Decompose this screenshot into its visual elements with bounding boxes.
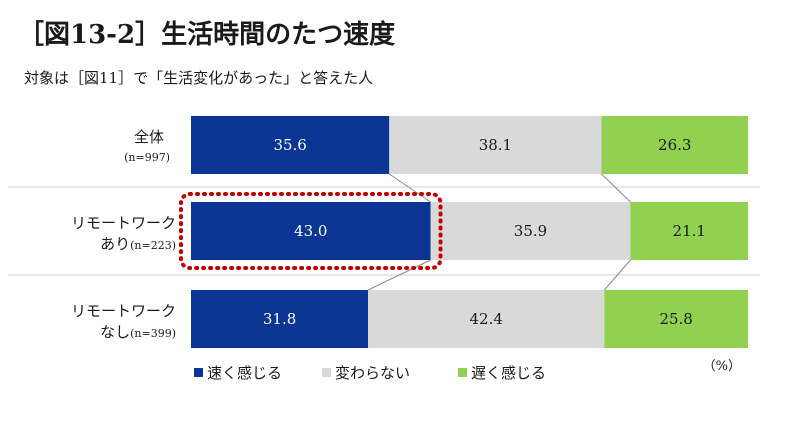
bar-segment xyxy=(368,290,605,348)
category-label-sub: あり xyxy=(100,235,130,253)
legend-label: 変わらない xyxy=(335,364,410,382)
category-n: (n=399) xyxy=(130,327,176,340)
bar-segment xyxy=(630,202,748,260)
unit-label: （%） xyxy=(703,359,741,374)
chart-title: ［図13-2］生活時間のたつ速度 xyxy=(18,20,396,50)
legend-swatch xyxy=(322,368,331,377)
category-label-line2: あり(n=223) xyxy=(100,235,176,253)
category-n: (n=223) xyxy=(130,239,176,252)
connector-line xyxy=(367,259,431,291)
data-label: 43.0 xyxy=(294,222,327,240)
category-label-line2: なし(n=399) xyxy=(100,323,176,341)
bar-segment xyxy=(191,116,390,174)
connector-line xyxy=(603,259,631,291)
legend-swatch xyxy=(194,368,203,377)
bar-segment xyxy=(191,202,431,260)
chart-subtitle: 対象は［図11］で「生活変化があった」と答えた人 xyxy=(24,69,374,87)
bar-segment xyxy=(389,116,602,174)
bar-segment xyxy=(430,202,631,260)
connector-line xyxy=(389,173,431,203)
bar-segment xyxy=(601,116,748,174)
data-label: 21.1 xyxy=(673,222,706,240)
data-label: 26.3 xyxy=(658,136,691,154)
data-label: 35.6 xyxy=(273,136,306,154)
data-label: 38.1 xyxy=(479,136,512,154)
connector-line xyxy=(601,173,631,203)
category-label: 全体 xyxy=(134,128,164,146)
data-label: 31.8 xyxy=(263,310,296,328)
data-label: 25.8 xyxy=(659,310,692,328)
bar-segment xyxy=(604,290,748,348)
bar-segment xyxy=(191,290,369,348)
category-label-sub: なし xyxy=(100,323,130,341)
legend-label: 遅く感じる xyxy=(471,364,546,382)
legend-label: 速く感じる xyxy=(207,364,282,382)
highlight-box xyxy=(179,192,443,270)
data-label: 42.4 xyxy=(470,310,503,328)
data-label: 35.9 xyxy=(514,222,547,240)
legend-swatch xyxy=(458,368,467,377)
category-n: (n=997) xyxy=(124,151,170,164)
category-label: リモートワーク xyxy=(71,214,176,232)
category-label: リモートワーク xyxy=(71,302,176,320)
